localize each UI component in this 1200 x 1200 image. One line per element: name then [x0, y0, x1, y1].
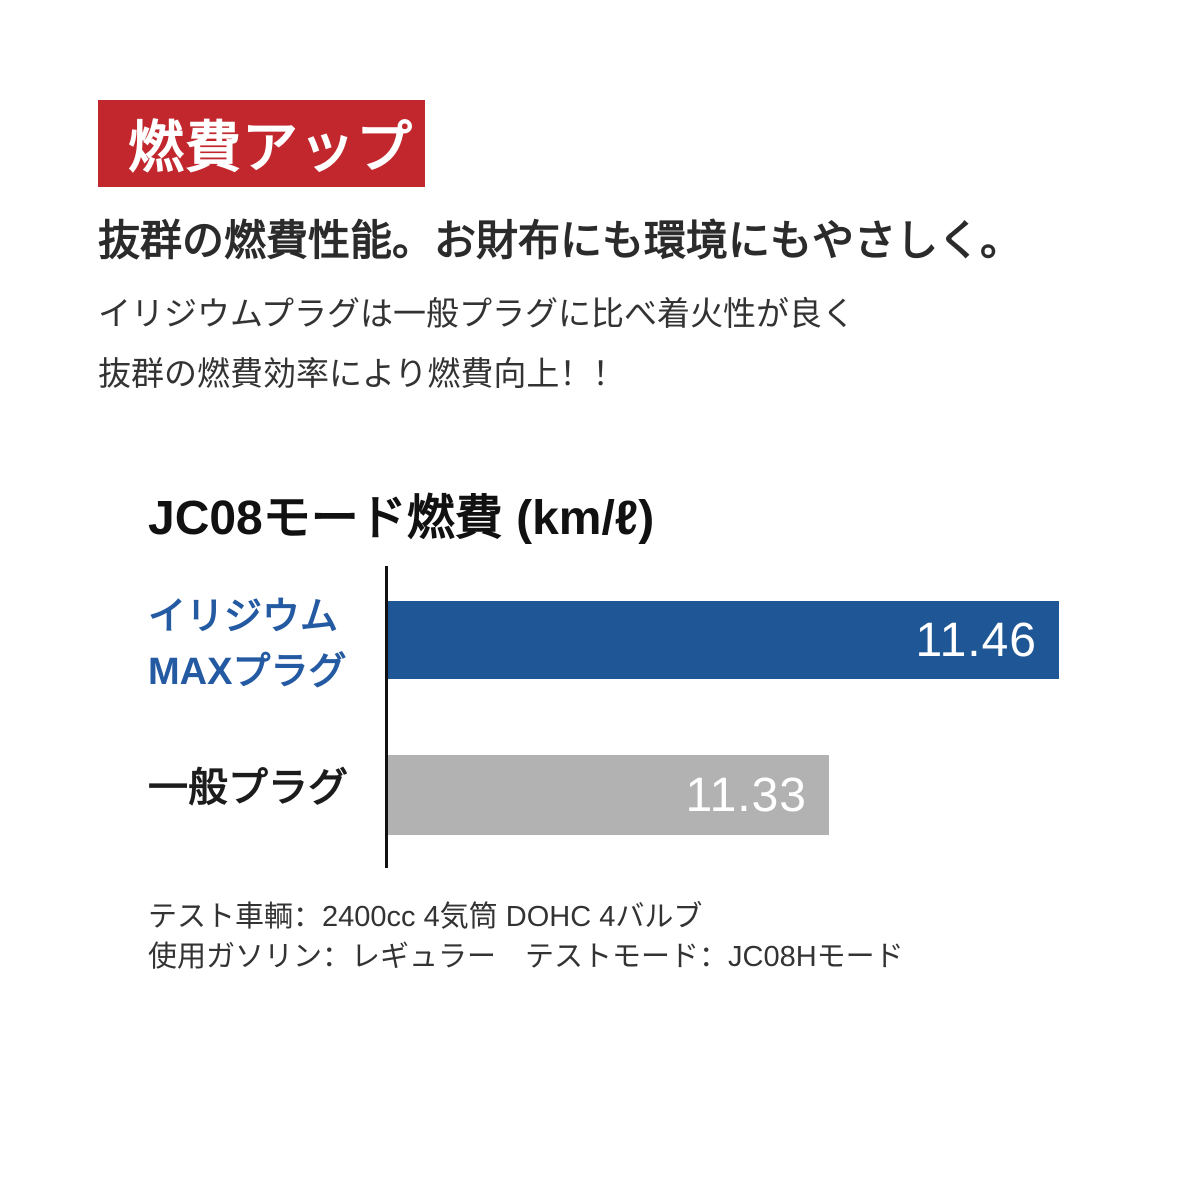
chart-axis-line: [385, 566, 388, 868]
bar-label-line: イリジウム: [148, 596, 339, 638]
bar-label-line: 一般プラグ: [148, 766, 348, 810]
test-conditions-notes: テスト車輌：2400cc 4気筒 DOHC 4バルブ 使用ガソリン：レギュラー …: [148, 897, 1048, 977]
bar-value-label: 11.33: [685, 768, 807, 822]
body-text-line-2: 抜群の燃費効率により燃費向上！！: [98, 355, 626, 392]
bar-value-label: 11.46: [915, 613, 1037, 667]
bar-chart: イリジウム MAXプラグ 11.46 一般プラグ 11.33: [0, 566, 1200, 868]
bar-label-iridium-max: イリジウム MAXプラグ: [148, 590, 346, 700]
bar-label-standard-plug: 一般プラグ: [148, 766, 348, 810]
headline: 抜群の燃費性能。お財布にも環境にもやさしく。: [98, 217, 1023, 264]
bar-iridium-max: 11.46: [388, 601, 1059, 679]
bar-label-line: MAXプラグ: [148, 651, 347, 693]
footnote-line-1: テスト車輌：2400cc 4気筒 DOHC 4バルブ: [148, 901, 703, 933]
fuel-up-badge: 燃費アップ: [98, 100, 425, 187]
footnote-line-2: 使用ガソリン：レギュラー テストモード：JC08Hモード: [148, 941, 904, 973]
body-text-line-1: イリジウムプラグは一般プラグに比べ着火性が良く: [98, 295, 856, 332]
chart-title: JC08モード燃費 (km/ℓ): [148, 492, 655, 545]
bar-standard-plug: 11.33: [388, 755, 829, 835]
